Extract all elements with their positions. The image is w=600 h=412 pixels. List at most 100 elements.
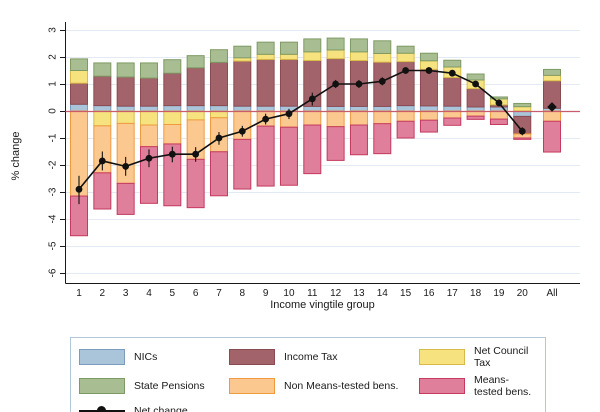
y-tick-label: 1 (48, 81, 59, 87)
net-change-marker (215, 134, 223, 142)
bar-segment (443, 59, 462, 68)
bar-segment (489, 110, 508, 120)
bar-segment (209, 151, 228, 197)
y-tick-label: 2 (48, 54, 59, 60)
bar-segment (303, 105, 322, 112)
x-tick-label: 19 (493, 288, 505, 299)
bar-segment (326, 37, 345, 51)
legend-label: State Pensions (134, 380, 205, 392)
net-change-line-icon (79, 403, 125, 412)
bar-segment (443, 105, 462, 112)
bar-segment (186, 105, 205, 112)
x-tick-label: 13 (353, 288, 365, 299)
y-tick-label: -3 (48, 187, 59, 196)
net-change-marker (448, 69, 456, 77)
bar-segment (419, 68, 438, 107)
net-change-marker (472, 80, 480, 88)
bar-segment (93, 172, 112, 210)
bar-segment (256, 58, 275, 107)
net-change-marker (402, 67, 410, 74)
bar-segment (279, 53, 298, 60)
legend-item: Net Council Tax (419, 345, 537, 369)
bar-segment (139, 110, 158, 126)
bar-segment (256, 41, 275, 55)
bar-segment (70, 103, 88, 112)
bar-segment (373, 110, 392, 125)
bar-segment (233, 60, 252, 107)
x-tick-label: All (546, 288, 557, 299)
bar-segment (303, 124, 322, 175)
bar-segment (543, 110, 561, 122)
bar-segment (466, 115, 485, 120)
bar-segment (543, 74, 561, 82)
bar-segment (373, 40, 392, 54)
x-tick-label: 4 (146, 288, 152, 299)
net-change-marker (378, 77, 386, 85)
legend-swatch-icon (79, 349, 125, 365)
bar-segment (233, 138, 252, 190)
legend-label: Net Council Tax (474, 345, 529, 369)
bar-segment (116, 62, 135, 78)
x-tick-label: 10 (283, 288, 295, 299)
net-change-marker (192, 150, 200, 158)
x-tick-label: 3 (123, 288, 129, 299)
bar-segment (466, 106, 485, 112)
bar-segment (163, 143, 182, 207)
net-change-all-diamond (547, 102, 557, 112)
bar-segment (163, 72, 182, 107)
y-tick-label: -1 (48, 133, 59, 142)
bar-segment (93, 62, 112, 77)
x-tick-label: 14 (377, 288, 389, 299)
bar-segment (186, 110, 205, 121)
bar-segment (489, 96, 508, 100)
net-change-marker (122, 162, 130, 170)
legend-label: NICs (134, 351, 158, 363)
bar-segment (116, 76, 135, 107)
y-axis-title: % change (10, 131, 22, 181)
bar-segment (233, 45, 252, 59)
legend-swatch-icon (229, 378, 275, 394)
bar-segment (373, 123, 392, 155)
bar-segment (186, 55, 205, 69)
y-tick-label: 0 (48, 108, 59, 114)
bar-segment (396, 120, 415, 139)
bar-segment (139, 105, 158, 112)
bar-segment (163, 59, 182, 74)
x-tick-label: 18 (470, 288, 482, 299)
bar-segment (543, 68, 561, 76)
bar-segment (139, 62, 158, 79)
bar-segment (419, 110, 438, 121)
bar-segment (349, 38, 368, 53)
bar-segment (419, 52, 438, 62)
net-change-marker (285, 110, 293, 118)
legend-label: Income Tax (284, 351, 338, 363)
bar-segment (163, 105, 182, 112)
bar-segment (70, 70, 88, 84)
bar-segment (513, 106, 532, 112)
bar-segment (326, 105, 345, 112)
bar-segment (93, 105, 112, 112)
legend-item: Non Means-tested bens. (229, 374, 419, 398)
y-tick-label: 3 (48, 27, 59, 33)
legend-item: State Pensions (79, 374, 229, 398)
x-tick-label: 7 (216, 288, 222, 299)
bar-segment (396, 45, 415, 54)
bar-segment (116, 105, 135, 112)
bar-segment (70, 58, 88, 71)
net-change-marker (75, 185, 83, 193)
bar-segment (419, 105, 438, 112)
x-axis-title: Income vingtile group (270, 299, 375, 311)
bar-segment (513, 102, 532, 108)
legend-item: Income Tax (229, 345, 419, 369)
bar-segment (396, 105, 415, 112)
x-tick-label: 12 (330, 288, 342, 299)
bar-segment (279, 58, 298, 107)
net-change-marker (355, 80, 363, 88)
bar-segment (443, 77, 462, 107)
x-tick-label: 8 (240, 288, 246, 299)
x-tick-label: 20 (517, 288, 529, 299)
y-tick-label: -4 (48, 214, 59, 223)
bar-segment (256, 125, 275, 187)
bar-segment (116, 110, 135, 124)
